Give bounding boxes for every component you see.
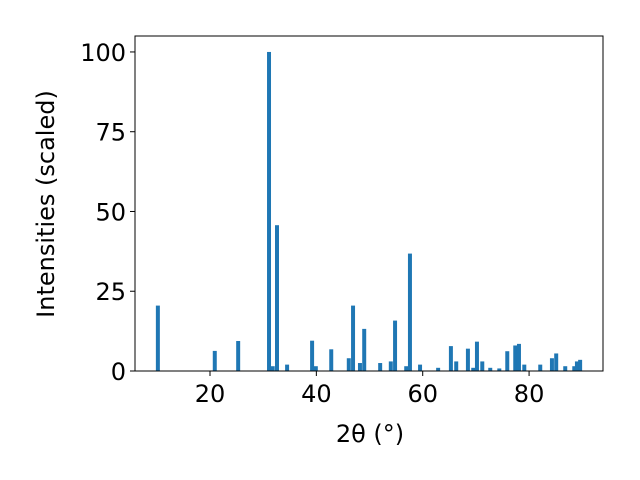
bar [538, 364, 543, 371]
y-tick-label: 50 [95, 198, 126, 226]
bar [572, 366, 577, 371]
bar [465, 348, 470, 371]
bar [448, 346, 453, 371]
bar [236, 341, 241, 371]
bar [388, 361, 393, 371]
y-axis-label: Intensities (scaled) [32, 90, 60, 318]
plot-frame [134, 35, 604, 372]
bar [488, 367, 493, 371]
bar [329, 349, 334, 371]
bar [480, 361, 485, 371]
bar [574, 361, 579, 371]
bar [362, 328, 367, 371]
bar [497, 368, 502, 371]
bar [351, 305, 356, 371]
bar [275, 225, 279, 371]
y-tick-label: 100 [80, 39, 126, 67]
bar [346, 358, 351, 371]
bar [513, 345, 518, 371]
x-tick-label: 80 [514, 380, 545, 408]
y-tick-label: 25 [95, 278, 126, 306]
y-tick-label: 0 [111, 358, 126, 386]
bar [474, 341, 479, 371]
bar [404, 366, 409, 371]
bar [454, 361, 459, 371]
bar [155, 305, 160, 371]
x-axis-label: 2θ (°) [336, 420, 404, 448]
bar [436, 367, 441, 371]
bar [522, 364, 527, 371]
bar [505, 351, 510, 371]
bar [407, 253, 412, 371]
bar [418, 364, 423, 371]
bar [563, 366, 568, 371]
x-tick-label: 20 [195, 380, 226, 408]
y-tick-label: 75 [95, 119, 126, 147]
bar [516, 343, 521, 371]
bar [267, 51, 272, 371]
bar [270, 366, 275, 371]
bar [554, 353, 559, 371]
bar [549, 358, 554, 371]
bar [471, 367, 476, 371]
bar [212, 350, 217, 371]
bar [378, 363, 383, 371]
bar [578, 359, 583, 371]
x-tick-label: 60 [407, 380, 438, 408]
bar [285, 364, 290, 371]
bar [357, 363, 362, 371]
x-tick-label: 40 [301, 380, 332, 408]
bar [393, 320, 398, 371]
bar [310, 340, 315, 371]
bar [313, 366, 318, 371]
